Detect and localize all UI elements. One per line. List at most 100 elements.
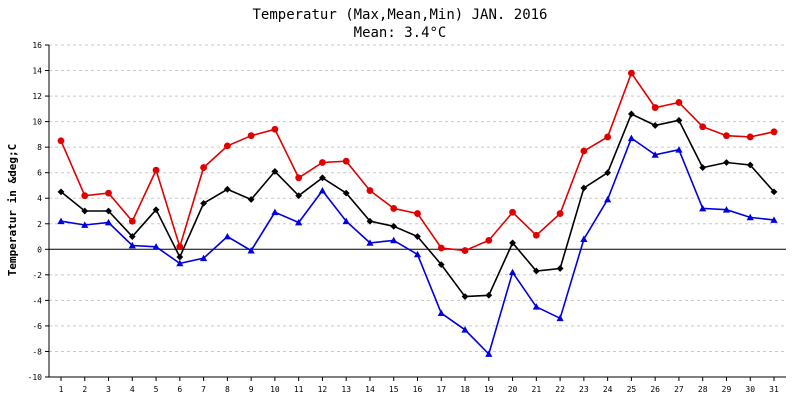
y-tick-label: -8	[32, 347, 42, 356]
data-point-mean	[675, 116, 683, 124]
data-point-max	[319, 159, 326, 166]
data-point-mean	[390, 222, 398, 230]
data-point-min	[152, 243, 160, 250]
data-point-max	[556, 210, 564, 217]
y-tick-label: 14	[32, 67, 42, 76]
data-point-min	[651, 151, 659, 158]
data-point-min	[366, 239, 374, 246]
x-tick-label: 9	[249, 385, 254, 394]
data-point-min	[128, 241, 136, 249]
data-point-min	[223, 232, 231, 240]
y-tick-label: -2	[32, 271, 42, 280]
data-point-max	[746, 133, 754, 141]
y-tick-label: 8	[37, 143, 42, 152]
data-point-min	[556, 314, 564, 322]
data-point-mean	[414, 233, 421, 240]
chart-subtitle: Mean: 3.4°C	[354, 25, 447, 41]
data-point-mean	[651, 122, 659, 129]
x-tick-label: 5	[154, 385, 159, 394]
data-point-max	[128, 217, 136, 225]
data-point-max	[390, 205, 398, 212]
data-point-max	[580, 147, 588, 155]
data-point-min	[770, 216, 778, 223]
series-layer	[57, 69, 778, 357]
data-point-min	[508, 268, 517, 276]
data-point-min	[532, 303, 540, 310]
data-point-max	[366, 187, 374, 194]
x-tick-label: 3	[106, 385, 111, 394]
data-point-max	[461, 247, 469, 254]
data-point-min	[722, 206, 731, 213]
data-point-min	[271, 208, 279, 216]
data-point-min	[390, 236, 398, 244]
data-point-min	[247, 246, 255, 254]
data-point-max	[532, 231, 540, 239]
data-point-max	[651, 104, 659, 111]
x-tick-label: 21	[532, 385, 542, 394]
data-point-mean	[532, 267, 540, 275]
data-point-mean	[57, 188, 65, 196]
data-point-mean	[342, 189, 350, 197]
series-line-min	[60, 136, 775, 356]
data-point-mean	[485, 291, 493, 299]
x-tick-label: 31	[769, 385, 779, 394]
series-min	[57, 134, 778, 357]
data-point-mean	[319, 174, 326, 182]
data-point-mean	[200, 199, 207, 207]
data-point-min	[104, 218, 113, 226]
data-point-min	[699, 204, 707, 212]
data-point-min	[81, 221, 89, 228]
data-point-mean	[770, 188, 778, 196]
y-tick-label: 0	[37, 245, 42, 254]
data-point-mean	[176, 253, 184, 261]
data-point-max	[699, 123, 707, 131]
axes	[45, 44, 786, 381]
y-tick-label: 10	[32, 118, 42, 127]
y-tick-label: -4	[32, 296, 42, 305]
data-point-max	[81, 192, 89, 200]
data-point-mean	[628, 110, 635, 118]
series-max	[57, 69, 778, 254]
x-tick-label: 25	[627, 385, 637, 394]
data-point-min	[318, 186, 327, 194]
x-tick-label: 23	[579, 385, 589, 394]
x-tick-label: 1	[59, 385, 64, 394]
x-tick-label: 24	[603, 385, 613, 394]
y-tick-label: 16	[32, 41, 42, 50]
x-tick-label: 2	[82, 385, 87, 394]
data-point-min	[485, 350, 493, 357]
data-point-max	[200, 164, 208, 171]
x-tick-label: 12	[318, 385, 328, 394]
data-point-max	[437, 244, 445, 252]
data-point-min	[746, 213, 754, 221]
data-point-max	[176, 243, 184, 251]
y-tick-label: 12	[32, 92, 42, 101]
data-point-min	[342, 217, 350, 225]
y-tick-label: 6	[37, 169, 42, 178]
y-tick-label: 4	[37, 194, 42, 203]
data-point-min	[580, 235, 588, 242]
data-point-mean	[509, 239, 516, 247]
data-point-min	[627, 134, 635, 142]
data-point-min	[57, 217, 65, 225]
data-point-max	[770, 128, 778, 136]
data-point-mean	[746, 161, 754, 169]
data-point-min	[295, 218, 303, 226]
data-point-max	[105, 189, 112, 197]
data-point-mean	[223, 185, 231, 193]
y-tick-label: -6	[32, 322, 42, 331]
data-point-max	[628, 69, 635, 77]
data-point-max	[152, 166, 160, 174]
x-tick-label: 30	[745, 385, 755, 394]
x-tick-label: 7	[201, 385, 206, 394]
data-point-mean	[128, 233, 136, 240]
data-point-min	[413, 250, 422, 258]
data-point-max	[604, 133, 612, 141]
x-tick-label: 28	[698, 385, 708, 394]
series-line-mean	[60, 112, 775, 298]
x-tick-label: 17	[436, 385, 446, 394]
data-point-min	[176, 259, 184, 267]
data-point-mean	[699, 164, 707, 171]
